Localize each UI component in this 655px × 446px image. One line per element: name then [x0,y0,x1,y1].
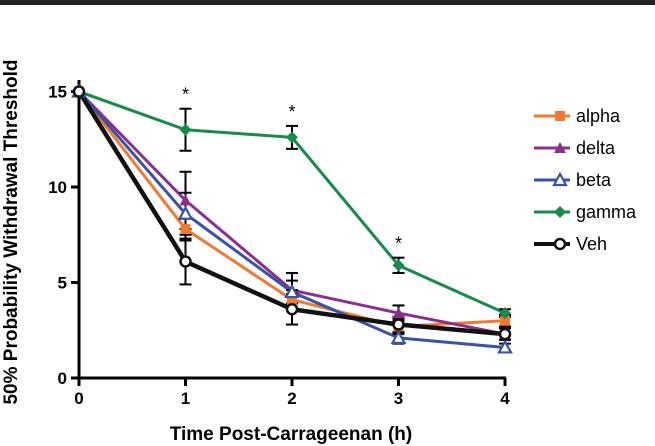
x-axis-label: Time Post-Carrageenan (h) [170,424,412,445]
data-point-gamma [179,123,192,136]
data-point-delta [392,307,405,319]
y-tick-label: 15 [48,83,67,102]
data-point-beta [177,205,194,220]
legend-label-alpha: alpha [576,106,621,126]
data-point-Veh [392,318,405,331]
significance-star: * [395,234,402,254]
y-tick-label: 0 [58,369,67,388]
legend-label-gamma: gamma [576,202,637,222]
chart-markers [71,83,513,354]
significance-star: * [288,102,295,122]
legend-marker-beta [552,171,568,187]
x-tick-label: 0 [74,389,83,408]
x-tick-label: 4 [500,389,510,408]
y-tick-label: 10 [48,178,67,197]
legend-marker-alpha [555,111,565,121]
legend-marker-gamma [554,206,566,218]
legend-label-delta: delta [576,138,616,158]
data-point-alpha [500,315,510,326]
significance-star: * [182,85,189,105]
top-border-rule [0,0,655,5]
data-point-beta [390,329,407,344]
data-point-Veh [72,85,86,98]
data-point-beta [497,339,513,354]
data-point-gamma [286,131,298,144]
data-point-alpha [180,224,191,235]
chart-significance-markers: * * * [182,85,402,254]
legend-label-Veh: Veh [576,234,607,254]
y-axis-label: 50% Probability Withdrawal Threshold [1,59,22,404]
chart-axes: 0 5 10 15 0 1 2 3 4 [48,80,510,408]
chart-legend: alpha delta beta gamma Veh [534,106,637,254]
data-point-Veh [285,303,299,316]
data-point-delta [179,194,192,206]
y-tick-label: 5 [58,274,67,293]
data-point-gamma [499,307,511,320]
data-point-alpha [287,294,297,305]
data-point-beta [284,283,300,299]
legend-marker-delta [554,142,566,153]
data-point-Veh [498,327,512,341]
x-tick-label: 2 [287,389,296,408]
legend-marker-Veh [553,237,567,251]
data-point-Veh [179,255,192,268]
x-tick-label: 1 [181,389,190,408]
x-tick-label: 3 [394,389,403,408]
legend-label-beta: beta [576,170,612,190]
data-point-gamma [392,259,405,272]
